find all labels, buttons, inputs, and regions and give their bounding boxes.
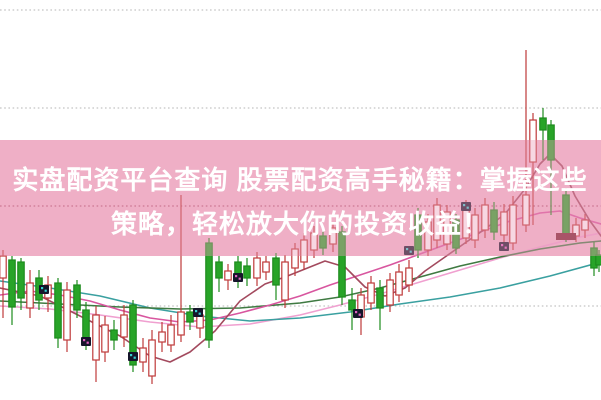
promo-banner	[0, 140, 601, 256]
banner-title-line2: 策略，轻松放大你的投资收益！	[111, 209, 489, 239]
banner-title-line1: 实盘配资平台查询 股票配资高手秘籍：掌握这些	[12, 165, 587, 195]
chart-behind-banner-layer	[0, 140, 601, 256]
